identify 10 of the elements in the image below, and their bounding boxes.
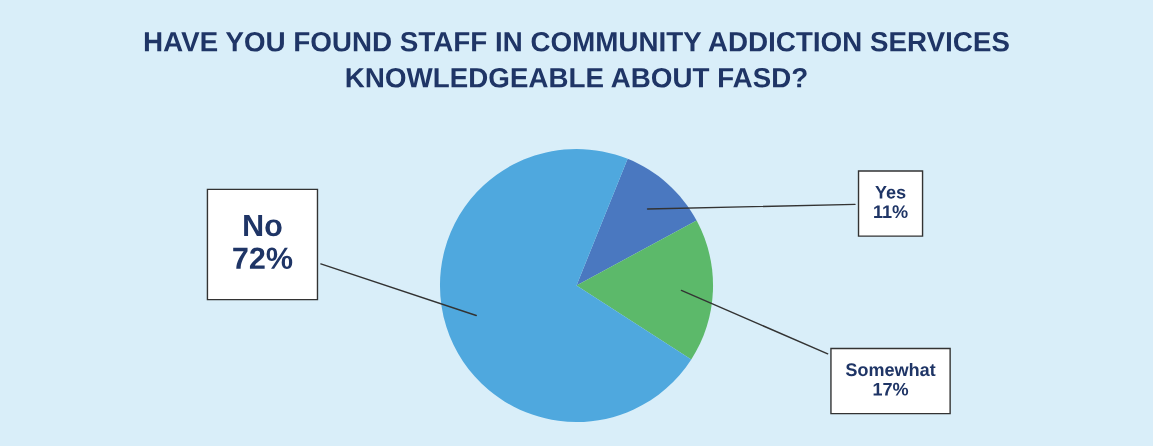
data-label: 11% (874, 205, 908, 219)
slice-label: Yes (875, 186, 906, 199)
data-label: 72% (233, 247, 293, 270)
slice-label: Somewhat (845, 362, 936, 377)
chart-title: HAVE YOU FOUND STAFF IN COMMUNITY ADDICTION SERVICES KNOWLEDGEABLE ABOUT FASD? (144, 31, 1009, 88)
pie-slice (576, 220, 714, 360)
pie-slice (576, 158, 697, 286)
pie-slice (440, 148, 692, 422)
data-label: 17% (873, 382, 909, 396)
slice-label: No (244, 214, 282, 237)
